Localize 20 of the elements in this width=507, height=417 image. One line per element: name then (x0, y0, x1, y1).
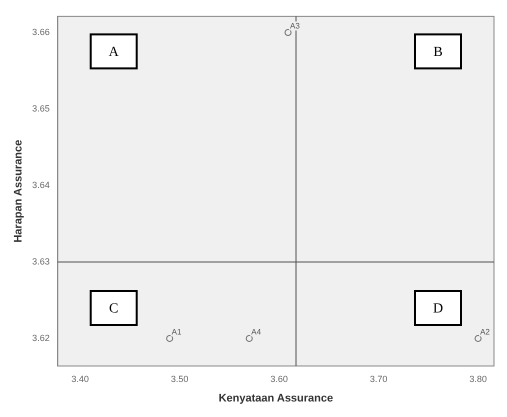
annotation: A2 (480, 328, 490, 337)
annotation: B (433, 45, 443, 60)
x-tick-label: 3.60 (270, 374, 288, 384)
x-tick-label: 3.80 (469, 374, 487, 384)
y-tick-label: 3.63 (32, 256, 50, 266)
x-tick-label: 3.40 (71, 374, 89, 384)
y-tick-label: 3.62 (32, 332, 50, 343)
x-tick-label: 3.50 (170, 374, 188, 384)
x-axis-title: Kenyataan Assurance (218, 392, 334, 404)
y-tick-label: 3.66 (32, 26, 50, 37)
annotation: D (432, 302, 444, 317)
annotation: A1 (172, 328, 182, 337)
x-tick-label: 3.70 (370, 374, 388, 384)
y-tick-label: 3.64 (32, 180, 50, 190)
annotation: A (108, 45, 120, 60)
annotation: A4 (251, 328, 262, 337)
annotation: C (109, 302, 118, 317)
y-tick-label: 3.65 (32, 103, 50, 114)
annotation: A3 (290, 22, 300, 31)
y-axis-title: Harapan Assurance (12, 140, 25, 243)
